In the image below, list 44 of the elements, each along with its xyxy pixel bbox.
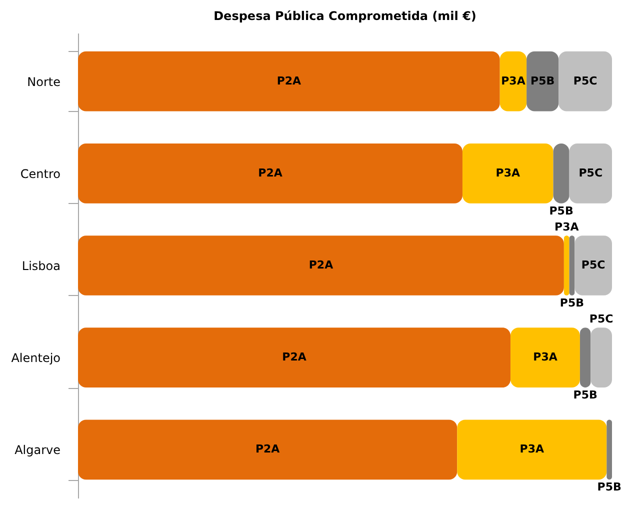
bar — [558, 51, 612, 112]
bar — [580, 328, 591, 388]
series-label: P3A — [501, 74, 526, 88]
text: P5C — [581, 258, 606, 272]
y-tick-label: Algarve — [14, 443, 60, 458]
y-tick-label: Lisboa — [22, 259, 60, 273]
bar — [462, 143, 554, 204]
text: P2A — [282, 350, 306, 364]
bar — [457, 420, 607, 480]
bar — [500, 51, 527, 112]
y-tick-label: Norte — [27, 74, 60, 89]
text: P5C — [578, 166, 603, 180]
bar — [78, 236, 564, 296]
bar — [606, 420, 612, 480]
text: P3A — [554, 220, 579, 234]
text: P5B — [573, 388, 598, 402]
y-tick-label: Centro — [20, 166, 60, 181]
y-tick-label: Alentejo — [11, 351, 60, 366]
bar — [569, 236, 575, 296]
series-label: P5C — [589, 312, 614, 326]
text: P2A — [255, 442, 280, 456]
bar — [590, 328, 612, 388]
text: P3A — [520, 442, 544, 456]
bar — [564, 236, 570, 296]
bar — [78, 420, 458, 480]
text: P3A — [496, 166, 520, 180]
series-label: P2A — [258, 166, 283, 180]
text: P2A — [308, 258, 334, 272]
bar — [569, 143, 612, 204]
bar — [553, 143, 570, 204]
bar — [78, 328, 511, 388]
chart-title: Despesa Pública Comprometida (mil €) — [214, 9, 476, 23]
text: P5B — [597, 480, 622, 494]
bar — [510, 328, 580, 388]
text: P2A — [276, 74, 302, 88]
bar — [526, 51, 559, 112]
series-label: P5B — [530, 74, 555, 88]
text: P3A — [533, 350, 558, 364]
bar — [574, 236, 612, 296]
text: P5B — [560, 296, 584, 310]
bar — [78, 51, 500, 112]
text: P5C — [573, 74, 598, 88]
bar — [78, 143, 462, 204]
text: P5B — [549, 204, 574, 218]
